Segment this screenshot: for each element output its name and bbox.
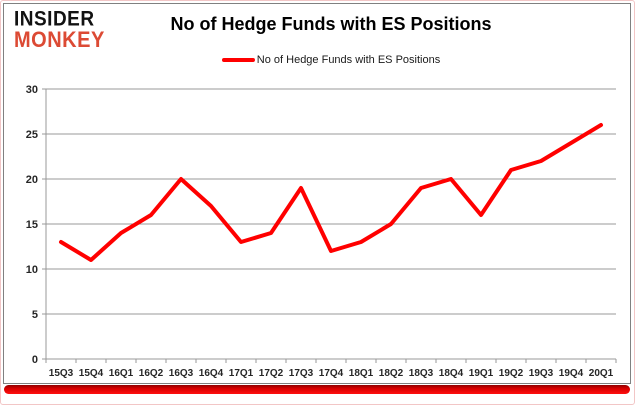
svg-text:19Q2: 19Q2 bbox=[499, 368, 524, 379]
svg-text:17Q1: 17Q1 bbox=[229, 368, 254, 379]
svg-text:16Q1: 16Q1 bbox=[109, 368, 134, 379]
svg-text:25: 25 bbox=[26, 129, 38, 141]
chart-legend: No of Hedge Funds with ES Positions bbox=[46, 54, 616, 66]
svg-text:19Q4: 19Q4 bbox=[559, 368, 584, 379]
svg-text:20Q1: 20Q1 bbox=[589, 368, 614, 379]
svg-text:18Q1: 18Q1 bbox=[349, 368, 374, 379]
svg-text:10: 10 bbox=[26, 264, 38, 276]
insider-monkey-logo: INSIDER MONKEY bbox=[14, 7, 105, 53]
chart-frame bbox=[3, 3, 631, 384]
svg-text:15Q3: 15Q3 bbox=[49, 368, 74, 379]
svg-text:5: 5 bbox=[32, 309, 38, 321]
svg-text:15: 15 bbox=[26, 219, 38, 231]
svg-text:19Q1: 19Q1 bbox=[469, 368, 494, 379]
svg-text:19Q3: 19Q3 bbox=[529, 368, 554, 379]
svg-text:15Q4: 15Q4 bbox=[79, 368, 104, 379]
svg-text:18Q3: 18Q3 bbox=[409, 368, 434, 379]
svg-text:18Q4: 18Q4 bbox=[439, 368, 464, 379]
legend-label: No of Hedge Funds with ES Positions bbox=[256, 54, 441, 66]
svg-text:17Q2: 17Q2 bbox=[259, 368, 284, 379]
svg-text:16Q4: 16Q4 bbox=[199, 368, 224, 379]
chart-title: No of Hedge Funds with ES Positions bbox=[170, 14, 492, 34]
svg-text:17Q3: 17Q3 bbox=[289, 368, 314, 379]
red-accent-bar bbox=[4, 385, 630, 394]
svg-text:0: 0 bbox=[32, 354, 38, 366]
logo-text-monkey: MONKEY bbox=[14, 28, 105, 53]
legend-line-marker bbox=[221, 58, 255, 62]
logo-text-insider: INSIDER bbox=[14, 7, 95, 32]
svg-text:30: 30 bbox=[26, 84, 38, 96]
svg-text:20: 20 bbox=[26, 174, 38, 186]
svg-text:16Q3: 16Q3 bbox=[169, 368, 194, 379]
svg-text:18Q2: 18Q2 bbox=[379, 368, 404, 379]
svg-text:17Q4: 17Q4 bbox=[319, 368, 344, 379]
svg-text:16Q2: 16Q2 bbox=[139, 368, 164, 379]
